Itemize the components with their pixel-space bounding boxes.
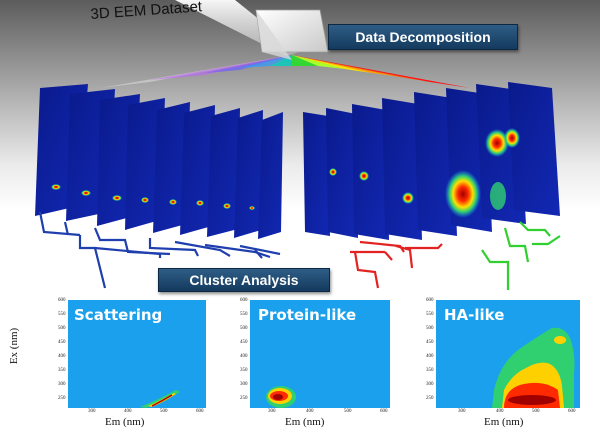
prism: [255, 9, 329, 60]
eem-planes-right: [303, 82, 560, 240]
panel-title-ha-like: HA-like: [444, 306, 505, 324]
scatter-band-peak: [151, 394, 173, 407]
ytick: 500: [240, 326, 248, 331]
ytick: 350: [426, 368, 434, 373]
ytick: 600: [240, 298, 248, 303]
x-axis-label: Em (nm): [285, 416, 325, 428]
xtick: 300: [268, 409, 276, 414]
xtick: 300: [88, 409, 96, 414]
xtick: 500: [160, 409, 168, 414]
x-axis-label: Em (nm): [484, 416, 524, 428]
spectrum-fan: [100, 55, 470, 88]
xtick: 500: [532, 409, 540, 414]
ytick: 350: [240, 368, 248, 373]
eem-planes-left: [35, 84, 283, 239]
ytick: 400: [58, 354, 66, 359]
ytick: 550: [426, 312, 434, 317]
cluster-analysis-label: Cluster Analysis: [158, 268, 330, 292]
xtick: 600: [380, 409, 388, 414]
x-axis-label: Em (nm): [105, 416, 145, 428]
panel-scattering: Scattering 600 550 500 450 400 350 300 2…: [40, 294, 210, 416]
ytick: 350: [58, 368, 66, 373]
panel-ha-like: HA-like 600 550 500 450 400 350 300 250 …: [414, 294, 586, 416]
ytick: 550: [240, 312, 248, 317]
ytick: 450: [240, 340, 248, 345]
ha-peak: [508, 395, 556, 405]
scattering-plot: [68, 300, 206, 408]
xtick: 400: [496, 409, 504, 414]
ytick: 400: [426, 354, 434, 359]
ytick: 300: [240, 382, 248, 387]
ytick: 500: [426, 326, 434, 331]
xtick: 500: [344, 409, 352, 414]
xtick: 400: [306, 409, 314, 414]
xtick: 600: [196, 409, 204, 414]
ytick: 250: [58, 396, 66, 401]
ytick: 450: [426, 340, 434, 345]
ytick: 400: [240, 354, 248, 359]
panel-title-protein-like: Protein-like: [258, 306, 357, 324]
scatter-band: [140, 390, 180, 408]
ytick: 300: [58, 382, 66, 387]
ytick: 550: [58, 312, 66, 317]
ha-contour-upper: [554, 336, 566, 344]
panel-title-scattering: Scattering: [74, 306, 163, 324]
ytick: 450: [58, 340, 66, 345]
plot-area: [68, 300, 206, 408]
ytick: 600: [58, 298, 66, 303]
dendrogram-protein: [350, 240, 443, 289]
panel-protein-like: Protein-like 600 550 500 450 400 350 300…: [228, 294, 398, 416]
dendrogram-ha: [481, 221, 561, 290]
y-axis-label: Ex (nm): [8, 327, 21, 365]
protein-plot: [250, 300, 390, 408]
ytick: 300: [426, 382, 434, 387]
ytick: 600: [426, 298, 434, 303]
protein-peak: [273, 394, 283, 400]
ytick: 500: [58, 326, 66, 331]
xtick: 400: [124, 409, 132, 414]
data-decomposition-label: Data Decomposition: [328, 24, 518, 50]
xtick: 600: [568, 409, 576, 414]
ytick: 250: [426, 396, 434, 401]
ha-plot: [436, 300, 580, 408]
ytick: 250: [240, 396, 248, 401]
xtick: 300: [458, 409, 466, 414]
dendrogram-scattering: [38, 211, 281, 289]
